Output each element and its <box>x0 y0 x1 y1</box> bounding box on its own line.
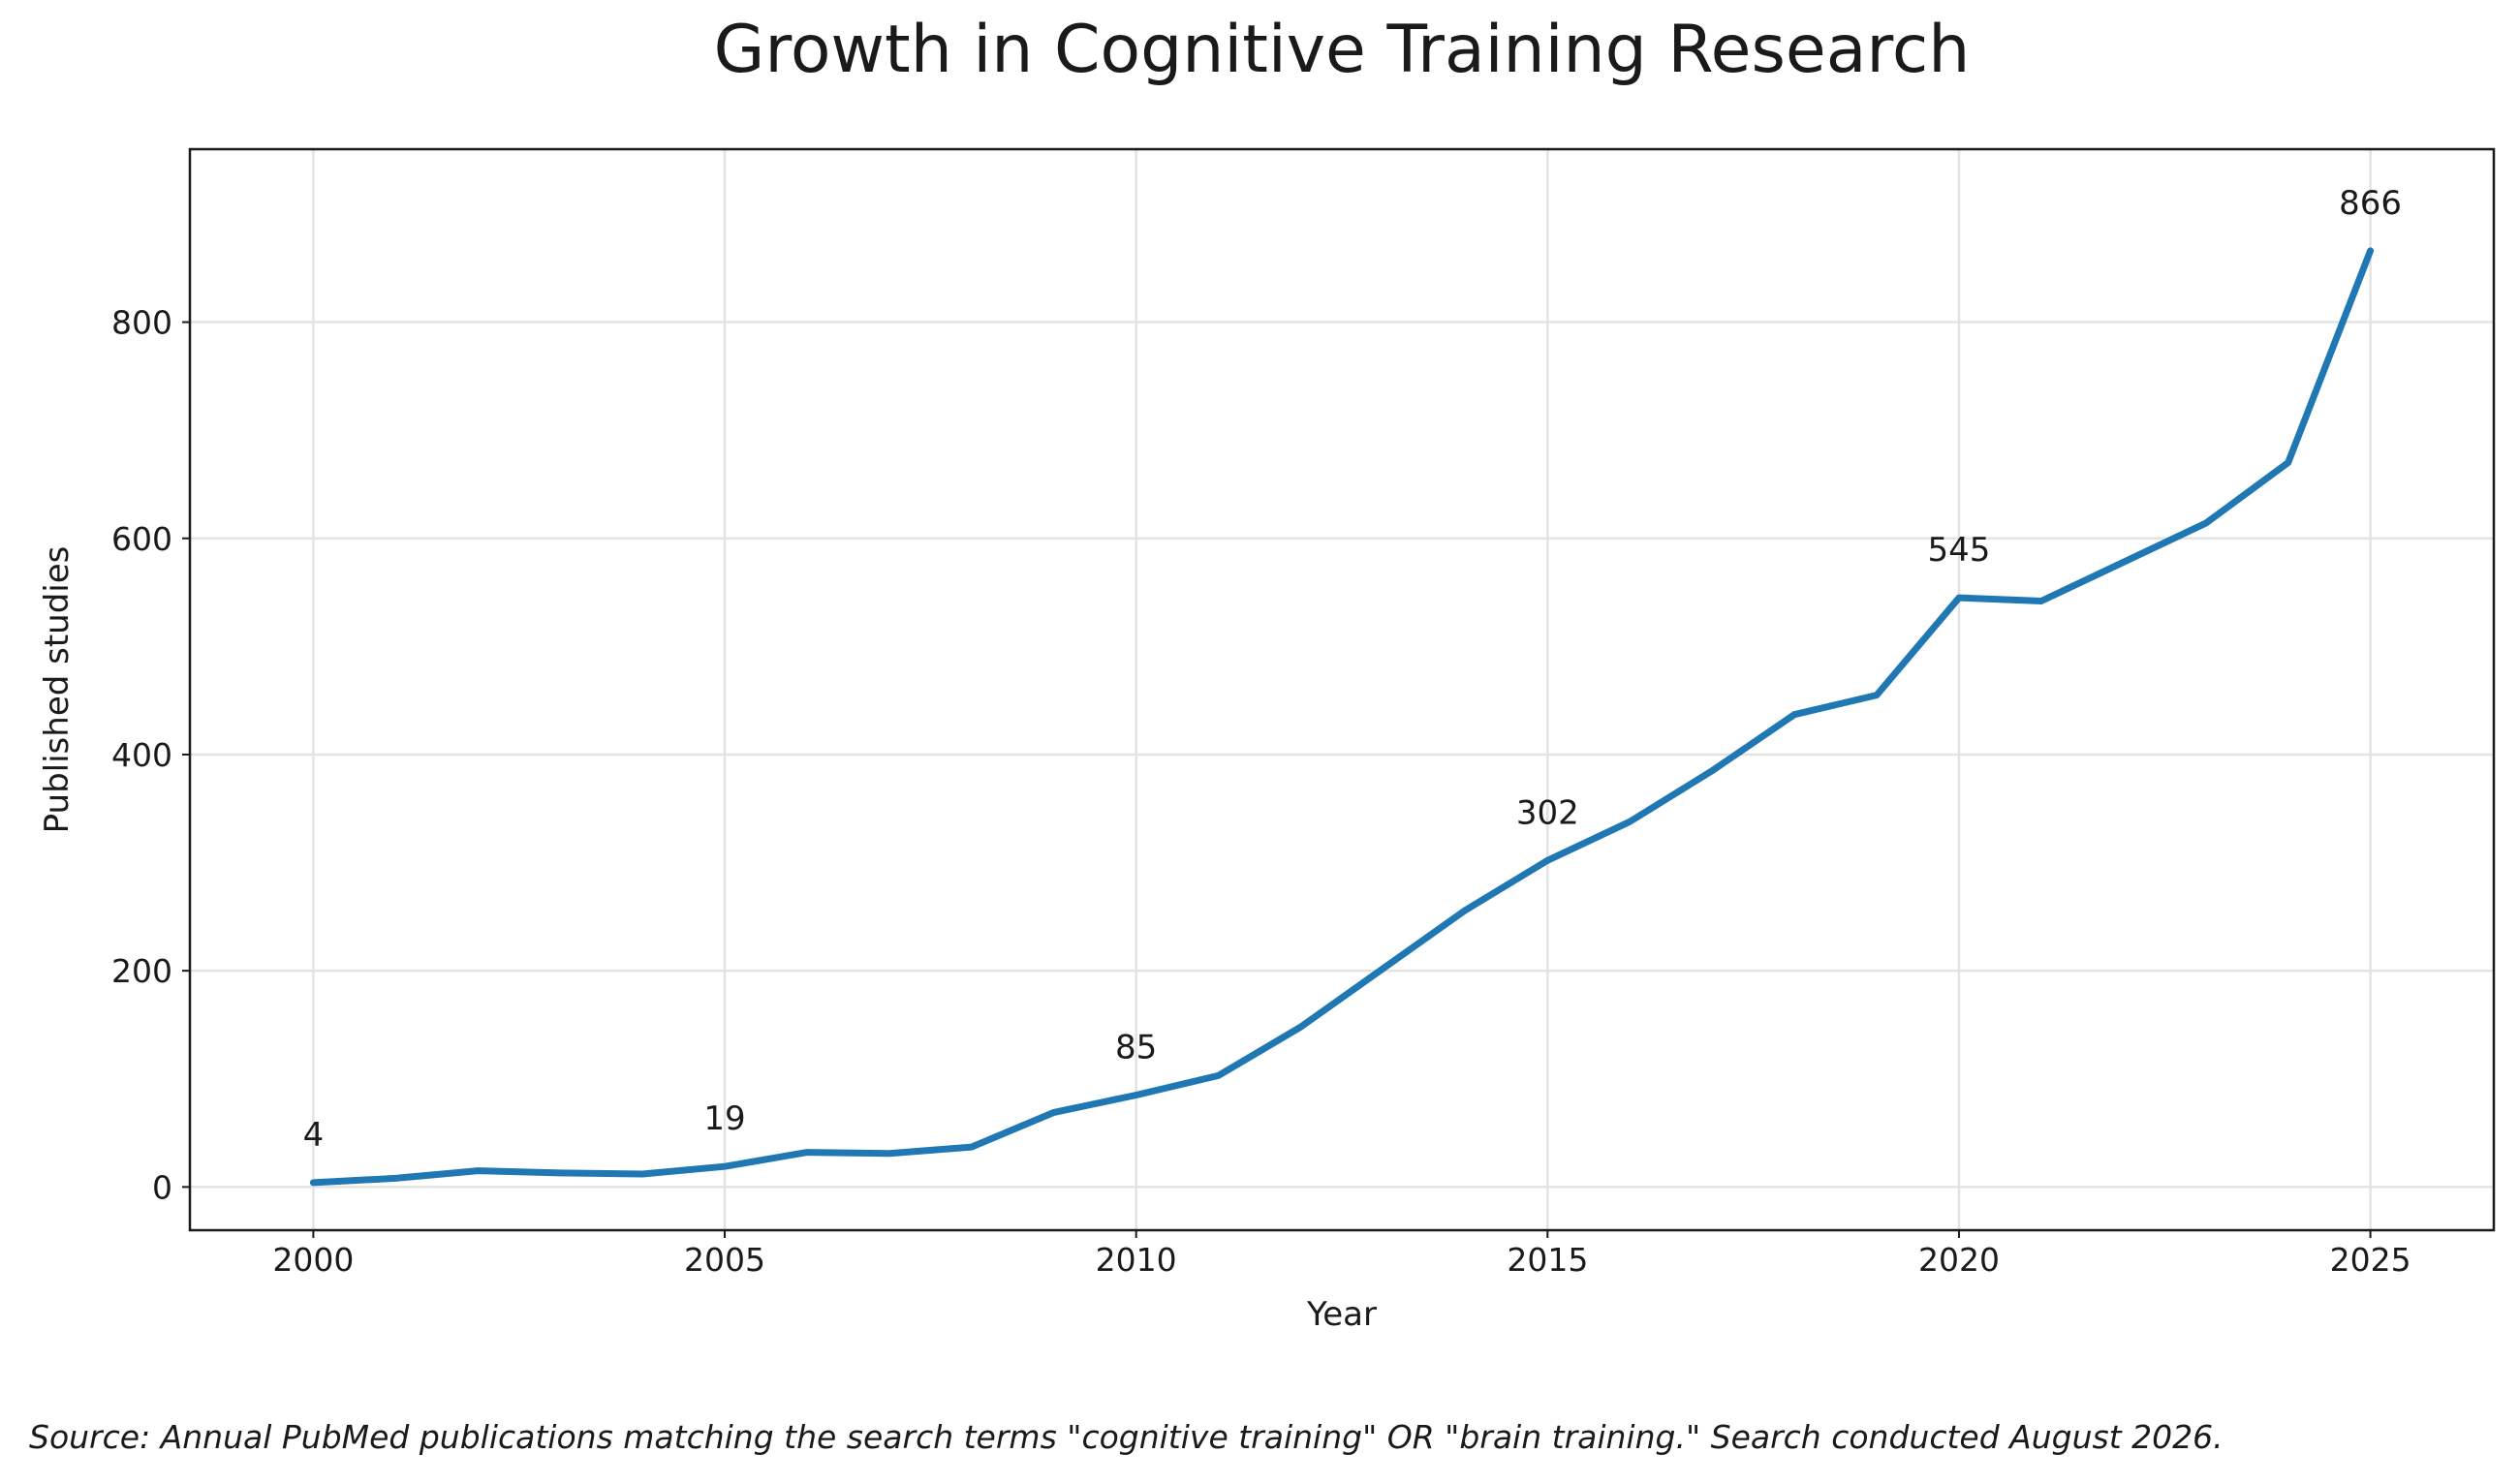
series-layer <box>309 247 2375 1187</box>
grid-lines <box>190 149 2494 1230</box>
source-note: Source: Annual PubMed publications match… <box>29 1418 2224 1456</box>
y-axis-label: Published studies <box>38 546 77 834</box>
x-tick-label: 2000 <box>272 1241 354 1279</box>
x-tick-label: 2020 <box>1918 1241 2000 1279</box>
series-line <box>309 247 2375 1187</box>
data-label: 19 <box>703 1099 745 1138</box>
x-tick-label: 2025 <box>2330 1241 2411 1279</box>
data-label: 85 <box>1115 1029 1157 1067</box>
x-axis-label: Year <box>1306 1295 1377 1334</box>
y-tick-label: 600 <box>111 520 172 558</box>
data-label: 866 <box>2339 184 2402 223</box>
y-tick-label: 0 <box>152 1168 172 1206</box>
axis-ticks: 2000 2005 2010 2015 2020 2025 0 200 400 600 800 <box>111 304 2411 1279</box>
data-label: 545 <box>1928 531 1991 570</box>
x-tick-label: 2010 <box>1096 1241 1177 1279</box>
chart-title: Growth in Cognitive Training Research <box>714 12 1971 88</box>
data-label: 4 <box>303 1116 325 1155</box>
y-tick-label: 200 <box>111 952 172 990</box>
data-label: 302 <box>1516 793 1579 832</box>
y-tick-label: 800 <box>111 304 172 342</box>
plot-frame <box>188 147 2496 1232</box>
x-tick-label: 2015 <box>1507 1241 1588 1279</box>
x-tick-label: 2005 <box>684 1241 765 1279</box>
data-labels: 4 19 85 302 545 866 <box>303 184 2402 1155</box>
y-tick-label: 400 <box>111 736 172 774</box>
